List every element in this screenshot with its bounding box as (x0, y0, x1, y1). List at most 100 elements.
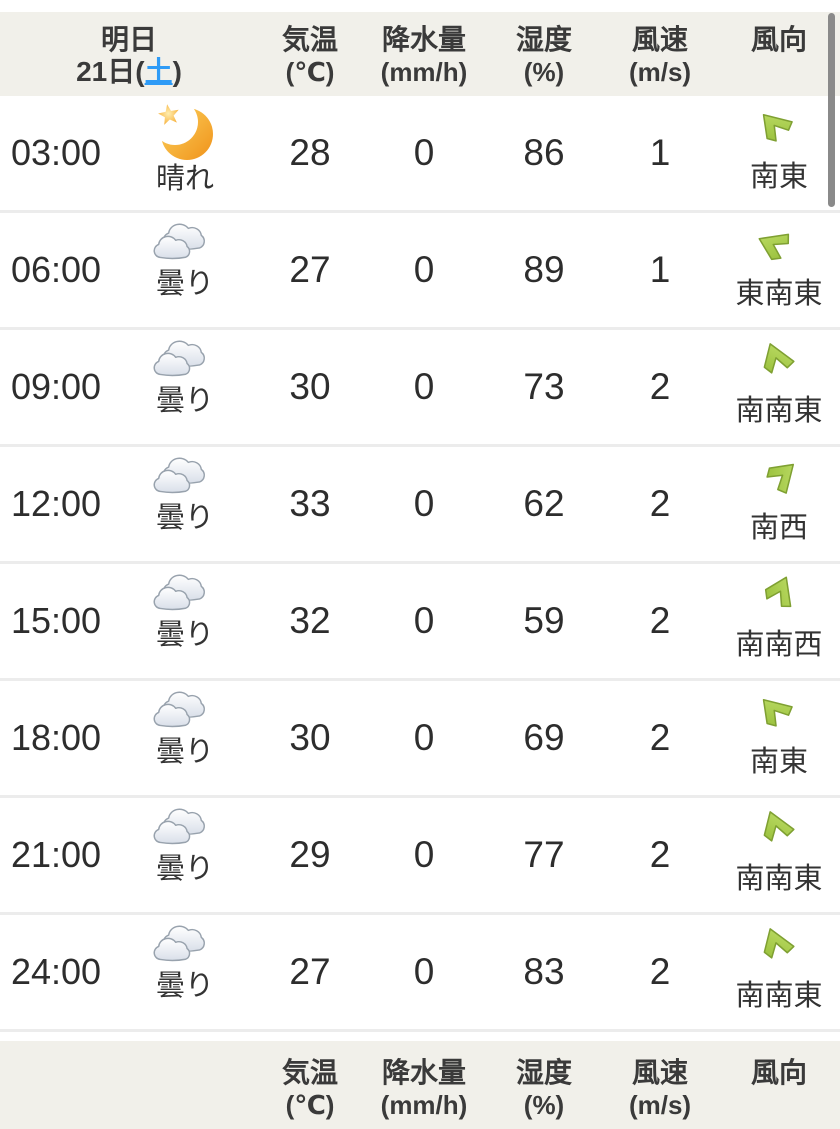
saturday-label: 土 (144, 56, 173, 87)
weather-label: 曇り (155, 385, 214, 417)
winddir-cell: 南東 (718, 681, 840, 795)
footer-col-temp: 気温 (℃) (281, 1057, 338, 1120)
cloudy-icon (152, 921, 218, 969)
weather-label: 晴れ (155, 163, 214, 195)
cloudy-icon (152, 687, 218, 735)
windspeed-value: 2 (649, 600, 671, 641)
cloudy-icon (152, 453, 218, 501)
precip-value: 0 (413, 249, 435, 290)
windspeed-value: 2 (649, 951, 671, 992)
winddir-label: 南南東 (735, 980, 823, 1012)
winddir-label: 南南西 (735, 629, 823, 661)
date-line1: 明日 (100, 24, 157, 55)
footer-col-winddir: 風向 (750, 1057, 807, 1088)
temp-value: 32 (289, 600, 331, 641)
precip-value: 0 (413, 834, 435, 875)
date-line2: 21日(土) (76, 56, 182, 87)
wind-direction-arrow-icon (760, 110, 798, 148)
windspeed-value: 1 (649, 249, 671, 290)
scrollbar-thumb[interactable] (828, 13, 835, 207)
windspeed-value: 2 (649, 834, 671, 875)
time-label: 24:00 (10, 951, 102, 992)
temp-value: 27 (289, 249, 331, 290)
footer-col-precip: 降水量 (mm/h) (380, 1057, 468, 1120)
wind-direction-arrow-icon (754, 338, 804, 388)
weather-cell: 曇り (112, 915, 258, 1029)
precip-value: 0 (413, 600, 435, 641)
forecast-row-0900: 09:00 曇り 30 0 73 2 南南東 (0, 330, 840, 447)
forecast-table: 03:00 晴れ 28 0 86 1 南東 06:00 曇り 27 0 89 1… (0, 96, 840, 1032)
winddir-cell: 南南東 (718, 798, 840, 912)
time-label: 15:00 (10, 600, 102, 641)
time-label: 03:00 (10, 132, 102, 173)
weather-cell: 曇り (112, 330, 258, 444)
windspeed-value: 1 (649, 132, 671, 173)
col-header-windspeed: 風速 (m/s) (628, 24, 692, 87)
cloudy-icon (152, 570, 218, 618)
precip-value: 0 (413, 132, 435, 173)
weather-cell: 曇り (112, 681, 258, 795)
winddir-label: 南南東 (735, 395, 823, 427)
weather-cell: 曇り (112, 798, 258, 912)
winddir-cell: 東南東 (718, 213, 840, 327)
winddir-label: 東南東 (735, 278, 823, 310)
weather-label: 曇り (155, 268, 214, 300)
precip-value: 0 (413, 951, 435, 992)
temp-value: 28 (289, 132, 331, 173)
forecast-row-1800: 18:00 曇り 30 0 69 2 南東 (0, 681, 840, 798)
forecast-row-2400: 24:00 曇り 27 0 83 2 南南東 (0, 915, 840, 1032)
cloudy-icon (152, 804, 218, 852)
winddir-label: 南東 (749, 746, 808, 778)
forecast-row-1500: 15:00 曇り 32 0 59 2 南南西 (0, 564, 840, 681)
time-label: 18:00 (10, 717, 102, 758)
wind-direction-arrow-icon (754, 572, 804, 622)
weather-label: 曇り (155, 970, 214, 1002)
weather-label: 曇り (155, 619, 214, 651)
winddir-cell: 南西 (718, 447, 840, 561)
forecast-row-2100: 21:00 曇り 29 0 77 2 南南東 (0, 798, 840, 915)
time-label: 09:00 (10, 366, 102, 407)
forecast-row-0300: 03:00 晴れ 28 0 86 1 南東 (0, 96, 840, 213)
footer-gap (0, 1032, 840, 1041)
weather-cell: 曇り (112, 213, 258, 327)
winddir-cell: 南東 (718, 96, 840, 210)
wind-direction-arrow-icon (760, 695, 798, 733)
humidity-value: 73 (523, 366, 565, 407)
clear-night-moon-icon (155, 102, 215, 162)
forecast-row-1200: 12:00 曇り 33 0 62 2 南西 (0, 447, 840, 564)
wind-direction-arrow-icon (754, 806, 804, 856)
winddir-label: 南西 (749, 512, 808, 544)
weather-cell: 晴れ (112, 96, 258, 210)
winddir-label: 南南東 (735, 863, 823, 895)
cloudy-icon (152, 219, 218, 267)
humidity-value: 83 (523, 951, 565, 992)
time-label: 12:00 (10, 483, 102, 524)
humidity-value: 86 (523, 132, 565, 173)
temp-value: 27 (289, 951, 331, 992)
humidity-value: 89 (523, 249, 565, 290)
table-footer-row: 気温 (℃) 降水量 (mm/h) 湿度 (%) 風速 (m/s) 風向 (0, 1041, 840, 1129)
time-label: 06:00 (10, 249, 102, 290)
weather-label: 曇り (155, 853, 214, 885)
weather-cell: 曇り (112, 447, 258, 561)
weather-label: 曇り (155, 502, 214, 534)
wind-direction-arrow-icon (754, 923, 804, 973)
col-header-winddir: 風向 (750, 24, 807, 55)
temp-value: 29 (289, 834, 331, 875)
windspeed-value: 2 (649, 483, 671, 524)
precip-value: 0 (413, 483, 435, 524)
top-white-strip (0, 0, 840, 12)
col-header-humidity: 湿度 (%) (515, 24, 572, 87)
table-header-row: 明日 21日(土) 気温 (℃) 降水量 (mm/h) 湿度 (%) 風速 (m… (0, 12, 840, 96)
weather-cell: 曇り (112, 564, 258, 678)
windspeed-value: 2 (649, 717, 671, 758)
temp-value: 33 (289, 483, 331, 524)
forecast-row-0600: 06:00 曇り 27 0 89 1 東南東 (0, 213, 840, 330)
precip-value: 0 (413, 717, 435, 758)
date-header: 明日 21日(土) (0, 12, 258, 88)
humidity-value: 77 (523, 834, 565, 875)
winddir-cell: 南南東 (718, 330, 840, 444)
temp-value: 30 (289, 717, 331, 758)
time-label: 21:00 (10, 834, 102, 875)
winddir-cell: 南南西 (718, 564, 840, 678)
